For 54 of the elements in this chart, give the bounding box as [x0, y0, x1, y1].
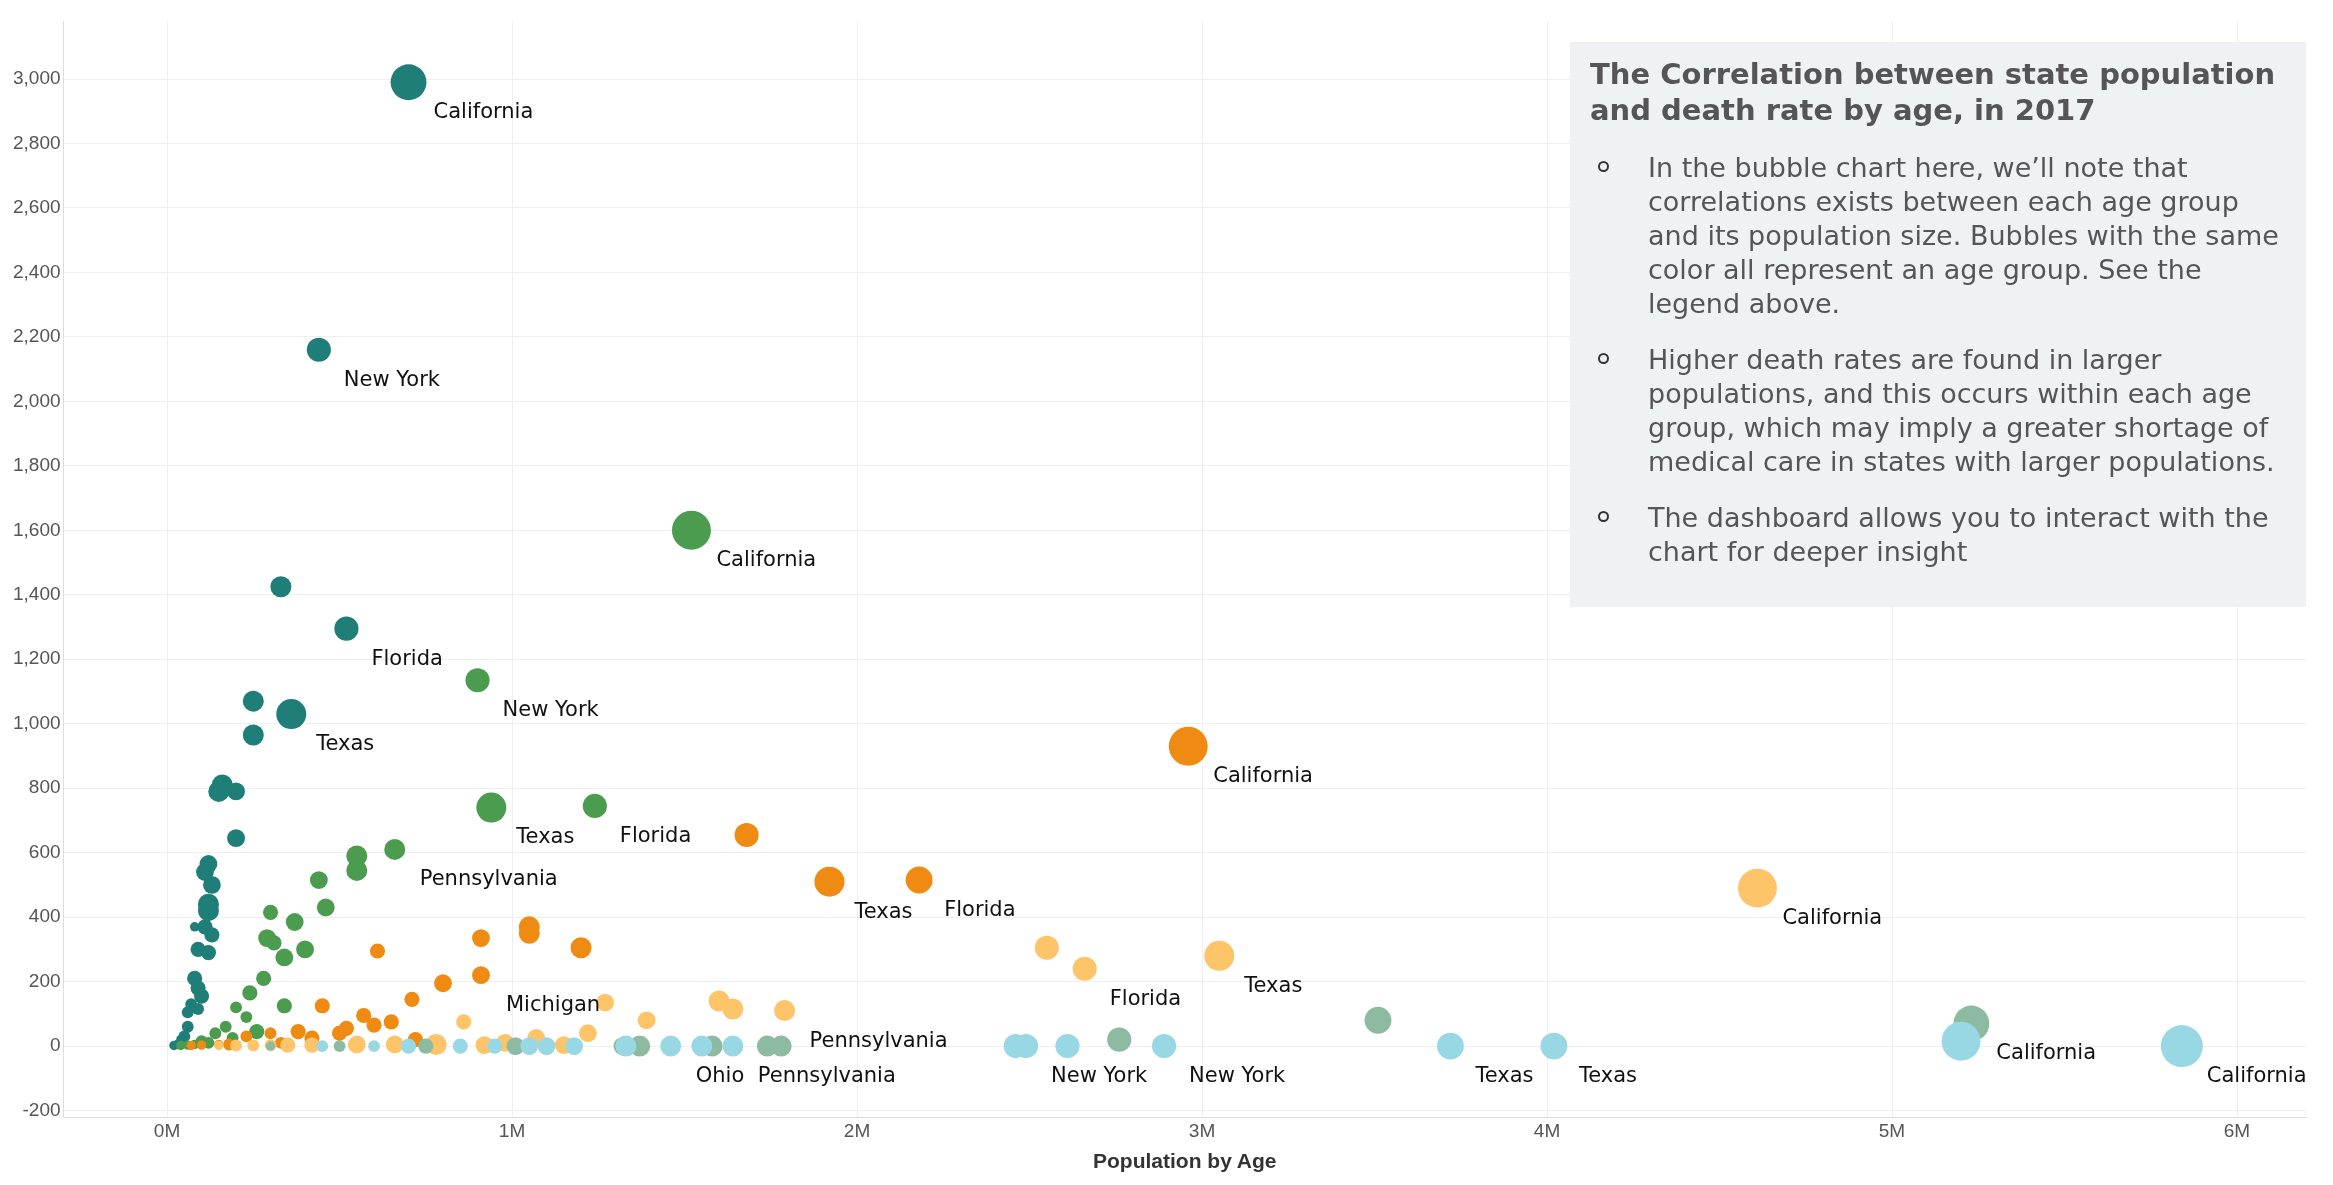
x-tick-label: 4M	[1533, 1119, 1561, 1141]
annotation: Ohio	[695, 1063, 745, 1088]
annotation: Texas	[1474, 1063, 1534, 1088]
x-tick-label: 6M	[2223, 1119, 2251, 1141]
y-tick-label: 2,400	[13, 260, 61, 282]
annotation: Texas	[1577, 1063, 1637, 1088]
x-tick-label: 0M	[153, 1119, 181, 1141]
annotation: California	[716, 547, 817, 572]
y-tick-label: -200	[22, 1098, 61, 1120]
annotation: Florida	[944, 897, 1016, 922]
annotation: Florida	[1109, 985, 1182, 1010]
annotation: New York	[1189, 1063, 1287, 1088]
y-tick-label: 200	[28, 969, 61, 991]
text: The Correlation between state population and death rate by age, in 2017	[1590, 56, 2277, 129]
y-tick-label: 0	[49, 1034, 61, 1056]
annotation: California	[1213, 763, 1313, 788]
annotation: New York	[502, 697, 600, 722]
y-tick-label: 400	[28, 905, 61, 927]
annotation: Pennsylvania	[757, 1063, 896, 1088]
annotation: The dashboard allows you to interact with the chart for deeper insight	[1648, 500, 2270, 569]
annotation: California	[2206, 1063, 2307, 1088]
annotation: California	[1996, 1040, 2097, 1065]
y-tick-label: 1,400	[13, 583, 61, 605]
annotation: New York	[1051, 1063, 1149, 1088]
annotation: Higher death rates are found in larger populations, and this occurs within each age group, which may imply a greater shortage of medical care in states with larger populations.	[1648, 342, 2276, 479]
annotation: In the bubble chart here, we’ll note that correlations exists between each age group and its population size. Bubbles with the same color all represent an age group. See the legend above.	[1648, 150, 2280, 321]
x-axis-title: Population by Age	[1092, 1149, 1277, 1173]
y-tick-label: 800	[28, 776, 61, 798]
y-tick-label: 2,800	[13, 131, 61, 153]
annotation: Texas	[1243, 972, 1303, 997]
annotation: Pennsylvania	[809, 1027, 948, 1052]
x-tick-label: 5M	[1878, 1119, 1906, 1141]
annotation: California	[433, 99, 534, 124]
annotation: Texas	[853, 898, 913, 923]
y-tick-label: 2,000	[13, 389, 61, 411]
annotation: Pennsylvania	[419, 866, 558, 891]
annotation: New York	[343, 366, 441, 391]
y-tick-label: 600	[28, 840, 61, 862]
y-tick-label: 2,600	[13, 196, 61, 218]
y-tick-label: 1,200	[13, 647, 61, 669]
annotation: Florida	[619, 822, 692, 847]
x-tick-label: 1M	[498, 1119, 526, 1141]
x-tick-label: 2M	[843, 1119, 871, 1141]
y-tick-label: 1,800	[13, 454, 61, 476]
y-tick-label: 3,000	[13, 67, 61, 89]
annotation: Florida	[371, 645, 443, 670]
y-tick-label: 1,600	[13, 518, 61, 540]
y-tick-label: 2,200	[13, 325, 61, 347]
y-tick-label: 1,000	[13, 711, 61, 733]
x-tick-label: 3M	[1188, 1119, 1216, 1141]
annotation: Texas	[315, 731, 375, 756]
annotation: Michigan	[505, 992, 601, 1017]
annotation: California	[1782, 905, 1883, 930]
annotation: Texas	[515, 824, 575, 849]
